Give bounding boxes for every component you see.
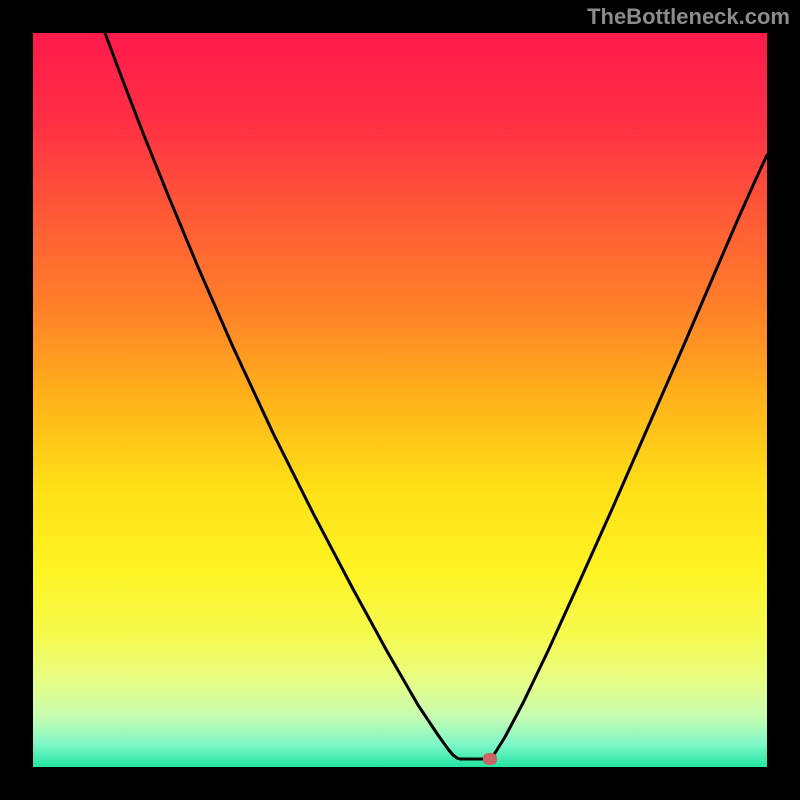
curve-path bbox=[105, 33, 767, 759]
plot-area bbox=[33, 33, 767, 767]
bottleneck-curve bbox=[33, 33, 767, 767]
optimum-marker bbox=[483, 753, 497, 765]
watermark-text: TheBottleneck.com bbox=[587, 4, 790, 30]
